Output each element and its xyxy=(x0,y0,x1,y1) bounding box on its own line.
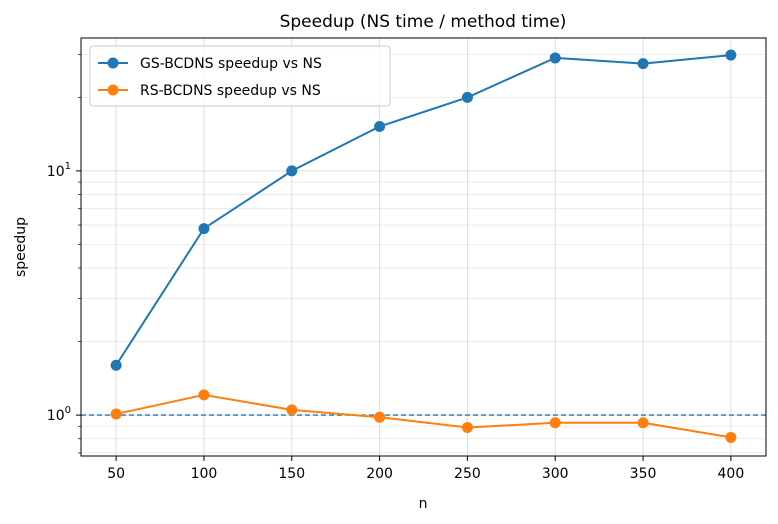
x-axis-label: n xyxy=(419,496,428,512)
x-tick-label: 50 xyxy=(107,466,125,482)
x-tick-label: 400 xyxy=(718,466,745,482)
axes: 50 100 150 200 250 300 350 400 100 101 xyxy=(47,53,745,482)
data-point-series-2 xyxy=(637,417,649,429)
y-tick-label: 100 xyxy=(47,405,71,424)
data-point-series-2 xyxy=(725,431,737,443)
data-point-series-2 xyxy=(110,408,122,420)
series-line-1 xyxy=(115,54,731,366)
data-point-series-1 xyxy=(725,49,737,61)
legend: GS-BCDNS speedup vs NS RS-BCDNS speedup v… xyxy=(89,45,391,107)
legend-label-1: GS-BCDNS speedup vs NS xyxy=(140,56,322,72)
series-group xyxy=(110,49,737,443)
data-point-series-1 xyxy=(110,359,122,371)
y-tick-label: 101 xyxy=(47,161,71,180)
data-point-series-1 xyxy=(374,120,386,132)
plot-frame xyxy=(80,37,767,457)
chart-title: Speedup (NS time / method time) xyxy=(280,12,567,32)
x-tick-label: 150 xyxy=(278,466,305,482)
x-tick-label: 200 xyxy=(366,466,393,482)
legend-marker-1 xyxy=(107,57,119,69)
data-point-series-2 xyxy=(549,417,561,429)
legend-box xyxy=(89,45,391,107)
y-axis-label: speedup xyxy=(13,217,29,277)
legend-marker-2 xyxy=(107,84,119,96)
data-point-series-1 xyxy=(461,91,473,103)
x-tick-label: 250 xyxy=(454,466,481,482)
data-point-series-1 xyxy=(286,165,298,177)
x-tick-label: 300 xyxy=(542,466,569,482)
data-point-series-2 xyxy=(286,404,298,416)
data-point-series-2 xyxy=(461,421,473,433)
grid xyxy=(81,38,766,456)
data-point-series-2 xyxy=(374,411,386,423)
x-tick-label: 100 xyxy=(191,466,218,482)
data-point-series-1 xyxy=(549,52,561,64)
data-point-series-2 xyxy=(198,389,210,401)
x-tick-label: 350 xyxy=(630,466,657,482)
legend-label-2: RS-BCDNS speedup vs NS xyxy=(140,83,321,99)
data-point-series-1 xyxy=(198,223,210,235)
series-line-2 xyxy=(115,393,732,439)
data-point-series-1 xyxy=(637,58,649,70)
